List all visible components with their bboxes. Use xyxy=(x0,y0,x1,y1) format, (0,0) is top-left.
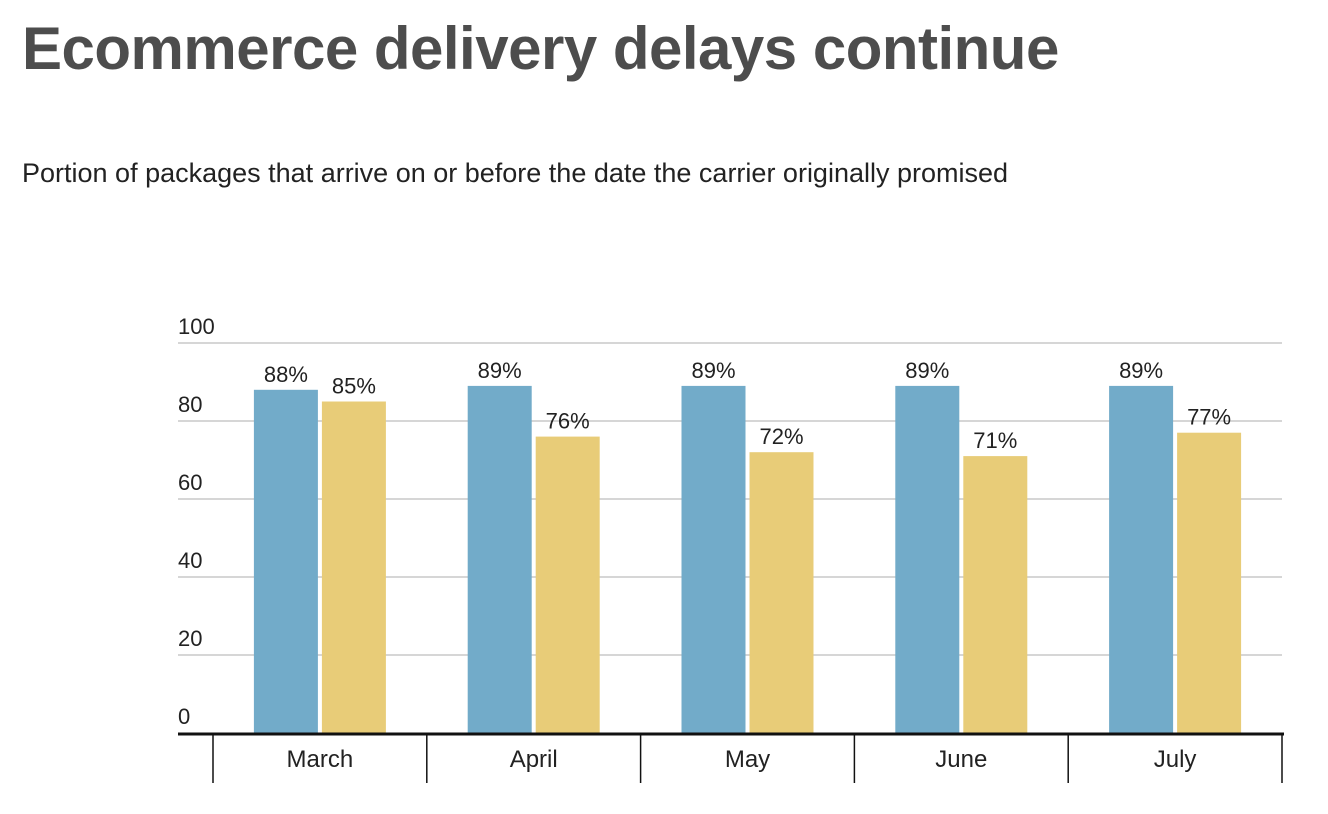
x-tick-label: April xyxy=(510,746,558,773)
data-label: 76% xyxy=(546,409,590,434)
chart-subtitle: Portion of packages that arrive on or be… xyxy=(22,158,1009,188)
data-label: 72% xyxy=(759,424,803,449)
bar xyxy=(681,385,746,733)
data-label: 85% xyxy=(332,374,376,399)
bar xyxy=(749,452,814,733)
bar xyxy=(1109,385,1174,733)
data-label: 71% xyxy=(973,428,1017,453)
bar xyxy=(1177,432,1242,733)
data-label: 89% xyxy=(1119,358,1163,383)
y-tick-label: 100 xyxy=(178,314,215,339)
x-tick-label: May xyxy=(725,746,770,773)
data-label: 89% xyxy=(691,358,735,383)
x-tick-label: July xyxy=(1154,746,1197,773)
bar xyxy=(963,456,1028,733)
bar xyxy=(535,436,600,733)
data-label: 89% xyxy=(478,358,522,383)
bar xyxy=(895,385,960,733)
y-tick-label: 0 xyxy=(178,704,190,729)
y-tick-label: 80 xyxy=(178,392,202,417)
y-tick-label: 40 xyxy=(178,548,202,573)
chart-title: Ecommerce delivery delays continue xyxy=(22,15,1059,82)
x-tick-label: March xyxy=(287,746,354,773)
bar xyxy=(253,389,318,733)
y-tick-label: 20 xyxy=(178,626,202,651)
data-label: 88% xyxy=(264,362,308,387)
y-tick-label: 60 xyxy=(178,470,202,495)
data-label: 89% xyxy=(905,358,949,383)
bar xyxy=(467,385,532,733)
x-tick-label: June xyxy=(935,746,987,773)
data-label: 77% xyxy=(1187,405,1231,430)
bar xyxy=(321,401,386,733)
